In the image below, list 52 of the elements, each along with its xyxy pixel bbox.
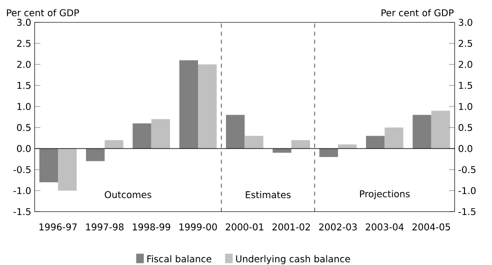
x-tick-label: 2002-03 <box>319 223 357 230</box>
annotation: Projections <box>360 190 410 200</box>
y2-axis-title: Per cent of GDP <box>382 9 454 16</box>
annotation: Outcomes <box>104 191 152 198</box>
y2-tick-label: 3.0 <box>458 18 472 26</box>
bar <box>104 140 124 149</box>
y-tick-label: -0.5 <box>14 166 30 174</box>
bar <box>86 148 105 162</box>
y-tick-label: -1.0 <box>14 187 31 194</box>
bar <box>244 136 264 149</box>
x-tick-label: 2004-05 <box>412 223 450 230</box>
legend-label: Fiscal balance <box>147 255 212 262</box>
bar <box>198 64 217 149</box>
y2-tick-label: 0.5 <box>458 124 472 132</box>
y2-tick-label: 1.5 <box>459 82 472 89</box>
y-tick-label: 2.5 <box>17 40 30 47</box>
y-tick-label: 1.0 <box>17 102 31 110</box>
bar <box>179 60 198 149</box>
bar <box>132 123 152 149</box>
bar <box>431 110 450 149</box>
x-tick-label: 2003-04 <box>366 223 404 230</box>
y2-tick-label: -1.5 <box>458 208 476 216</box>
y2-tick-label: 2.0 <box>458 60 472 68</box>
x-tick-label: 2001-02 <box>272 223 310 230</box>
y2-tick-label: 2.5 <box>458 40 472 47</box>
y-tick-label: 0.5 <box>17 124 30 132</box>
bar <box>58 148 77 191</box>
x-tick-label: 1998-99 <box>132 223 170 230</box>
bar <box>319 148 338 157</box>
bar <box>412 114 432 149</box>
x-tick-label: 1996-97 <box>40 223 77 230</box>
y-tick-label: 2.0 <box>17 60 31 68</box>
bar <box>366 136 385 149</box>
y-tick-label: 3.0 <box>17 18 31 26</box>
y-tick-label: -1.5 <box>14 208 30 216</box>
bar <box>39 148 58 182</box>
bar <box>291 140 310 149</box>
y2-tick-label: -0.5 <box>458 166 476 174</box>
x-tick-label: 1999-00 <box>180 223 217 230</box>
x-tick-label: 2000-01 <box>226 223 264 230</box>
y-tick-label: 1.5 <box>17 82 30 89</box>
bar <box>384 128 404 149</box>
bar <box>151 119 170 149</box>
y-axis-title: Per cent of GDP <box>6 9 79 16</box>
y2-tick-label: 1.0 <box>459 102 472 110</box>
annotation: Estimates <box>246 191 291 198</box>
y2-tick-label: 0.0 <box>458 145 472 152</box>
legend-label: Underlying cash balance <box>236 255 350 264</box>
y2-tick-label: -1.0 <box>458 187 476 194</box>
y-tick-label: 0.0 <box>17 145 31 152</box>
bar <box>226 114 245 149</box>
x-tick-label: 1997-98 <box>86 223 124 230</box>
